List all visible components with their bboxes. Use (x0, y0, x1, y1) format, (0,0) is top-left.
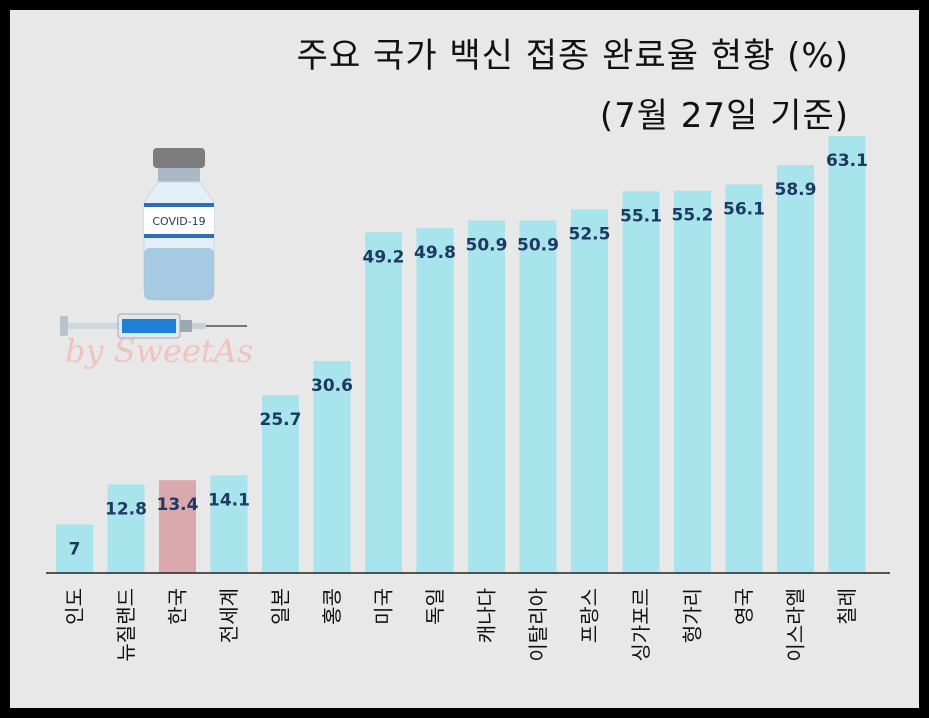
value-label-9: 50.9 (517, 235, 559, 255)
bar-13 (725, 184, 763, 573)
vaccine-vial-icon: COVID-19 (143, 148, 215, 301)
value-label-3: 14.1 (208, 490, 250, 510)
bar-chart: COVID-19 7 12.8 13.4 14.1 25.7 30.6 49.2 49.8 50… (46, 136, 890, 662)
value-label-4: 25.7 (260, 410, 302, 430)
category-label-9: 이탈리아 (526, 588, 550, 662)
chart-title: 주요 국가 백신 접종 완료율 현황 (%) (296, 36, 849, 76)
bar-11 (622, 191, 660, 573)
bar-7 (416, 228, 454, 573)
value-label-13: 56.1 (723, 199, 765, 219)
bar-1 (107, 484, 145, 573)
value-label-14: 58.9 (775, 180, 817, 200)
watermark: by SweetAs (65, 332, 254, 370)
bar-2 (159, 480, 196, 573)
value-label-15: 63.1 (826, 151, 868, 171)
bar-0 (56, 524, 93, 573)
category-label-10: 프랑스 (578, 588, 602, 643)
category-label-15: 칠레 (835, 588, 859, 625)
bar-14 (777, 165, 814, 573)
category-label-7: 독일 (423, 588, 447, 625)
value-label-7: 49.8 (414, 243, 456, 263)
category-label-4: 일본 (269, 588, 293, 625)
vial-label: COVID-19 (152, 215, 205, 228)
category-label-11: 싱가포르 (629, 588, 653, 662)
bar-8 (468, 220, 505, 574)
value-label-10: 52.5 (569, 224, 611, 244)
bar-4 (262, 395, 299, 573)
syringe-icon (60, 313, 247, 339)
value-label-2: 13.4 (157, 495, 199, 515)
bar-12 (674, 190, 711, 574)
bar-15 (828, 136, 866, 573)
chart-subtitle: (7월 27일 기준) (599, 96, 849, 136)
value-label-0: 7 (69, 540, 81, 560)
category-label-2: 한국 (166, 588, 190, 625)
value-label-5: 30.6 (311, 376, 353, 396)
value-label-8: 50.9 (466, 235, 508, 255)
value-label-1: 12.8 (105, 499, 147, 519)
value-label-11: 55.1 (620, 206, 662, 226)
bar-3 (210, 475, 248, 573)
value-label-12: 55.2 (672, 206, 714, 226)
bar-10 (571, 209, 608, 573)
category-label-13: 영국 (732, 588, 756, 625)
category-label-14: 이스라엘 (784, 588, 808, 662)
bar-6 (365, 232, 402, 574)
category-label-6: 미국 (372, 588, 396, 625)
bar-9 (519, 220, 557, 574)
category-label-12: 헝가리 (681, 588, 705, 643)
category-label-0: 인도 (63, 588, 87, 625)
chart-frame: 주요 국가 백신 접종 완료율 현황 (%) (7월 27일 기준) COVID… (10, 10, 919, 708)
category-label-1: 뉴질랜드 (114, 588, 138, 662)
bar-5 (313, 361, 351, 573)
category-label-8: 캐나다 (475, 588, 499, 643)
category-label-5: 홍콩 (320, 588, 344, 625)
category-label-3: 전세계 (217, 588, 241, 643)
value-label-6: 49.2 (363, 247, 405, 267)
